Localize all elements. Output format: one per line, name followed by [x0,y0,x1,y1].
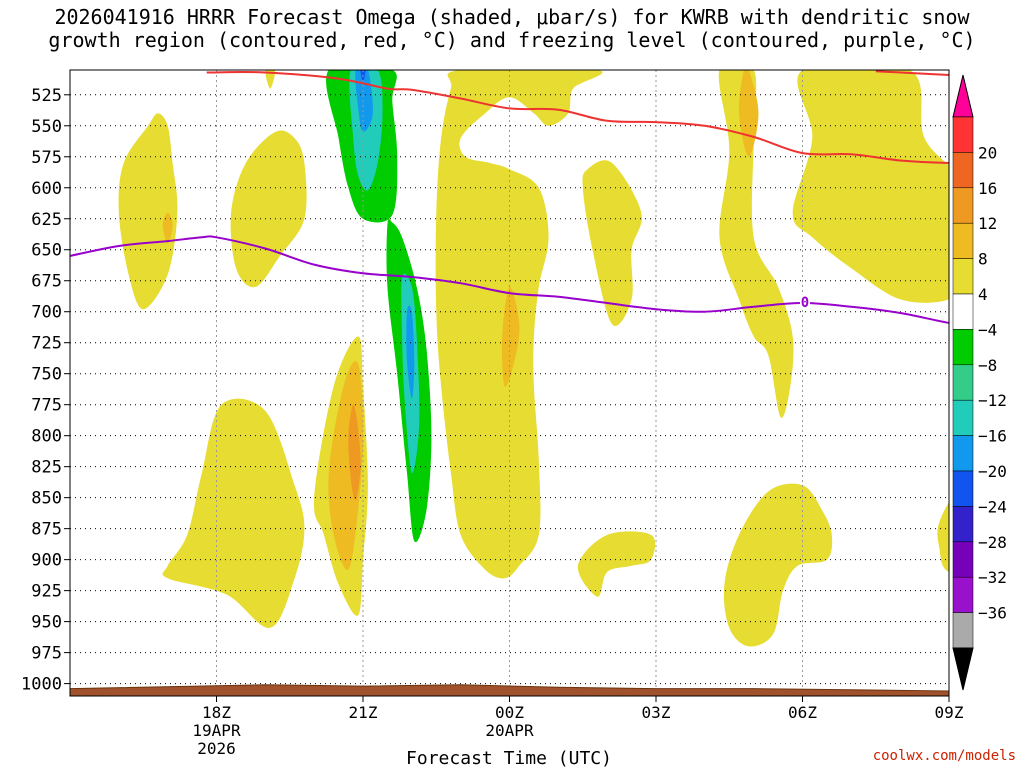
colorbar-band [952,576,974,613]
chart-title: 2026041916 HRRR Forecast Omega (shaded, … [0,6,1024,52]
colorbar-top-arrow [952,74,974,118]
y-tick-label: 875 [31,520,62,540]
colorbar-band [952,541,974,578]
colorbar-label: −12 [978,391,1007,410]
dendritic-contour [206,71,949,165]
x-tick-label: 18Z [202,703,231,722]
x-tick-label: 03Z [642,703,671,722]
colorbar-band [952,222,974,259]
colorbar-label: 12 [978,214,997,233]
omega-region-0 [118,113,178,310]
omega-region-10 [406,305,415,399]
colorbar-band [952,399,974,436]
omega-region-2 [230,130,307,288]
colorbar-label: −4 [978,320,997,339]
omega-region-22 [792,70,949,303]
y-tick-label: 900 [31,551,62,571]
colorbar-band [952,435,974,472]
colorbar: 20 16 12 8 4 −4 −8 −12 −16 −20 −24 −28 −32 −36 [952,74,1007,691]
colorbar-label: −20 [978,462,1007,481]
colorbar-label: 16 [978,179,997,198]
colorbar-label: 8 [978,250,988,269]
colorbar-band [952,152,974,189]
omega-region-1 [162,212,173,244]
x-tick-sublabel: 2026 [197,739,236,758]
freezing-level-label: 0 [801,295,809,311]
y-tick-label: 675 [31,272,62,292]
colorbar-band [952,293,974,330]
colorbar-label: 4 [978,285,988,304]
y-tick-label: 775 [31,396,62,416]
omega-region-20 [718,70,794,418]
colorbar-label: −8 [978,356,997,375]
y-tick-label: 700 [31,303,62,323]
omega-region-24 [937,502,949,572]
colorbar-label: −32 [978,568,1007,587]
x-tick-sublabel: 19APR [192,721,241,740]
y-tick-label: 600 [31,179,62,199]
y-tick-label: 850 [31,489,62,509]
y-tick-label: 975 [31,644,62,664]
y-tick-label: 575 [31,148,62,168]
omega-region-19 [577,531,656,597]
y-tick-label: 1000 [21,675,62,695]
omega-region-18 [533,70,549,89]
freezing-label-bg [799,293,810,309]
y-tick-label: 525 [31,86,62,106]
colorbar-bottom-arrow [952,647,974,691]
omega-region-3 [265,70,276,89]
colorbar-band [952,116,974,153]
y-tick-label: 825 [31,458,62,478]
y-axis: 525 550 575 600 625 650 675 700 725 750 775 800 825 8… [21,86,70,695]
x-axis-label: Forecast Time (UTC) [406,748,612,768]
x-tick-label: 21Z [349,703,378,722]
omega-region-17 [582,160,642,327]
x-tick-sublabel: 20APR [485,721,534,740]
x-tick-label: 09Z [935,703,964,722]
y-tick-label: 725 [31,334,62,354]
omega-region-13 [348,404,361,501]
site-credit: coolwx.com/models [872,748,1016,764]
colorbar-band [952,187,974,224]
y-tick-label: 750 [31,365,62,385]
y-tick-label: 925 [31,582,62,602]
y-tick-label: 800 [31,427,62,447]
contour-lines: 0 [70,70,949,324]
x-tick-label: 06Z [788,703,817,722]
colorbar-label: −24 [978,497,1007,516]
colorbar-label: −36 [978,604,1007,623]
colorbar-label: 20 [978,143,997,162]
terrain-layer [70,684,949,696]
omega-shading [118,70,949,647]
colorbar-band [952,329,974,366]
omega-region-23 [723,483,833,647]
y-tick-label: 950 [31,613,62,633]
colorbar-band [952,470,974,507]
y-tick-label: 550 [31,117,62,137]
colorbar-band [952,364,974,401]
colorbar-band [952,258,974,295]
title-line-1: 2026041916 HRRR Forecast Omega (shaded, … [54,5,970,29]
title-line-2: growth region (contoured, red, °C) and f… [48,28,976,52]
colorbar-label: −28 [978,533,1007,552]
terrain-fill [70,684,949,696]
colorbar-band [952,612,974,649]
y-tick-label: 650 [31,241,62,261]
omega-region-14 [162,398,305,628]
colorbar-band [952,506,974,543]
y-tick-label: 625 [31,210,62,230]
freezing-level-line [70,235,949,324]
colorbar-label: −16 [978,427,1007,446]
x-tick-label: 00Z [495,703,524,722]
